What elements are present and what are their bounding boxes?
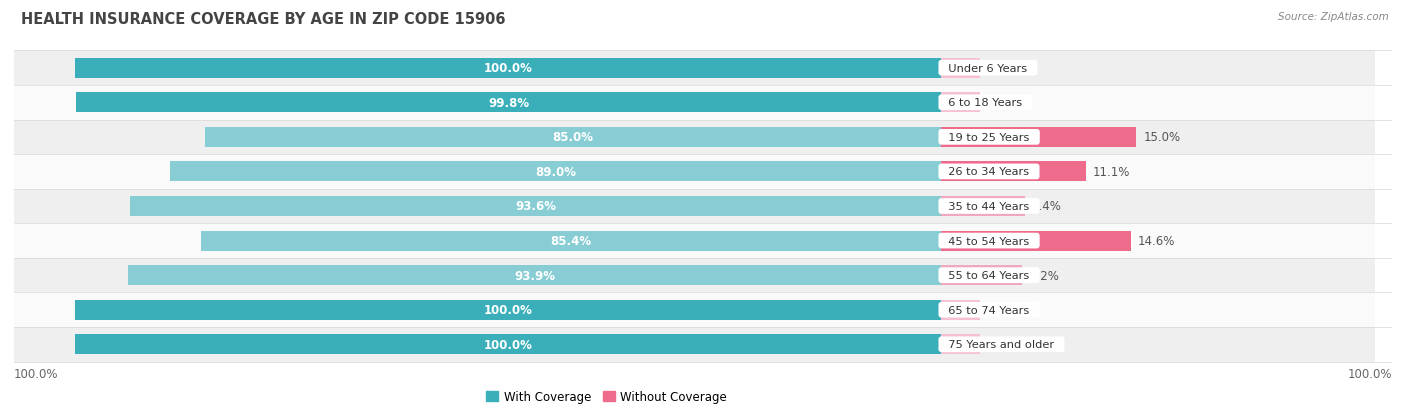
Text: 85.4%: 85.4% — [551, 235, 592, 247]
Bar — [941, 93, 980, 113]
Text: Under 6 Years: Under 6 Years — [941, 64, 1035, 74]
Text: 6.2%: 6.2% — [1029, 269, 1059, 282]
Text: HEALTH INSURANCE COVERAGE BY AGE IN ZIP CODE 15906: HEALTH INSURANCE COVERAGE BY AGE IN ZIP … — [21, 12, 506, 27]
Text: Source: ZipAtlas.com: Source: ZipAtlas.com — [1278, 12, 1389, 22]
Bar — [0, 258, 1375, 293]
Text: 85.0%: 85.0% — [553, 131, 593, 144]
Bar — [0, 120, 1375, 155]
Text: 0.0%: 0.0% — [987, 338, 1017, 351]
Bar — [941, 335, 980, 354]
Bar — [941, 128, 1136, 147]
Text: 35 to 44 Years: 35 to 44 Years — [941, 202, 1036, 211]
Text: 100.0%: 100.0% — [484, 62, 533, 75]
Bar — [0, 189, 1375, 224]
Text: 75 Years and older: 75 Years and older — [941, 339, 1062, 349]
Bar — [941, 197, 1025, 216]
Bar — [0, 51, 1375, 86]
Text: 65 to 74 Years: 65 to 74 Years — [941, 305, 1036, 315]
Legend: With Coverage, Without Coverage: With Coverage, Without Coverage — [481, 385, 733, 408]
Text: 99.8%: 99.8% — [488, 97, 530, 109]
Text: 100.0%: 100.0% — [484, 338, 533, 351]
Bar — [75, 59, 941, 78]
Bar — [75, 335, 941, 354]
Text: 15.0%: 15.0% — [1143, 131, 1181, 144]
Bar — [75, 300, 941, 320]
Text: 0.0%: 0.0% — [987, 304, 1017, 316]
Bar — [0, 86, 1375, 120]
Text: 93.6%: 93.6% — [515, 200, 557, 213]
Text: 19 to 25 Years: 19 to 25 Years — [941, 133, 1038, 142]
Bar — [0, 327, 1375, 362]
Bar — [941, 300, 980, 320]
Text: 0.18%: 0.18% — [987, 97, 1025, 109]
Bar — [201, 231, 941, 251]
Bar — [941, 266, 1022, 285]
Text: 100.0%: 100.0% — [1347, 367, 1392, 380]
Bar — [0, 224, 1375, 258]
Text: 26 to 34 Years: 26 to 34 Years — [941, 167, 1036, 177]
Text: 45 to 54 Years: 45 to 54 Years — [941, 236, 1036, 246]
Bar — [941, 231, 1130, 251]
Text: 6 to 18 Years: 6 to 18 Years — [941, 98, 1029, 108]
Bar — [941, 59, 980, 78]
Bar — [128, 266, 941, 285]
Bar — [941, 162, 1085, 182]
Text: 6.4%: 6.4% — [1032, 200, 1062, 213]
Text: 93.9%: 93.9% — [515, 269, 555, 282]
Bar — [0, 155, 1375, 189]
Bar — [76, 93, 941, 113]
Text: 100.0%: 100.0% — [14, 367, 59, 380]
Text: 14.6%: 14.6% — [1137, 235, 1175, 247]
Text: 100.0%: 100.0% — [484, 304, 533, 316]
Bar — [0, 293, 1375, 327]
Bar — [131, 197, 941, 216]
Bar — [170, 162, 941, 182]
Text: 55 to 64 Years: 55 to 64 Years — [941, 271, 1036, 280]
Text: 11.1%: 11.1% — [1092, 166, 1130, 178]
Text: 0.0%: 0.0% — [987, 62, 1017, 75]
Text: 89.0%: 89.0% — [536, 166, 576, 178]
Bar — [205, 128, 941, 147]
